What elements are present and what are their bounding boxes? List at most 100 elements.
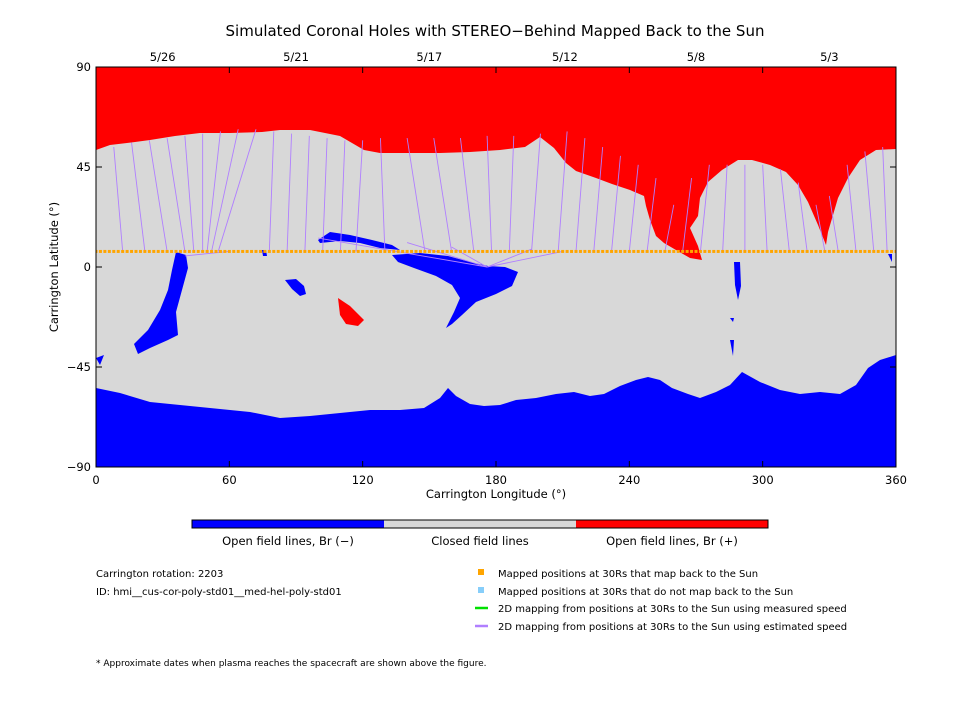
y-tick-label: −90 bbox=[67, 460, 91, 474]
mapping-line bbox=[459, 138, 475, 252]
mapped-point bbox=[565, 249, 569, 253]
mapped-point bbox=[387, 249, 391, 253]
mapped-point bbox=[107, 249, 111, 253]
mapping-line bbox=[508, 135, 515, 252]
model-id: ID: hmi__cus-cor-poly-std01__med-hel-pol… bbox=[96, 587, 342, 598]
mapped-point bbox=[703, 249, 707, 253]
north-positive-open-region bbox=[96, 67, 896, 260]
mapped-point bbox=[152, 249, 156, 253]
mapping-line bbox=[322, 138, 328, 252]
colorbar-frame bbox=[191, 519, 769, 529]
mapped-point bbox=[98, 249, 102, 253]
mapped-point bbox=[774, 249, 778, 253]
date-label: 5/26 bbox=[150, 50, 176, 64]
y-tick-label: 45 bbox=[76, 160, 91, 174]
mapped-point bbox=[716, 249, 720, 253]
mapping-line bbox=[828, 195, 839, 252]
date-label: 5/17 bbox=[416, 50, 442, 64]
carrington-rotation: Carrington rotation: 2203 bbox=[96, 569, 223, 580]
mapping-line bbox=[131, 142, 146, 252]
mapping-line bbox=[682, 178, 693, 252]
mapped-point bbox=[281, 249, 285, 253]
date-label: 5/8 bbox=[687, 50, 706, 64]
mapped-points bbox=[96, 249, 896, 253]
mapped-point bbox=[245, 249, 249, 253]
mapped-point bbox=[818, 249, 822, 253]
mapped-point bbox=[525, 249, 529, 253]
mapped-point bbox=[405, 249, 409, 253]
red-hole-small bbox=[338, 298, 364, 326]
mapped-point bbox=[583, 249, 587, 253]
mapped-point bbox=[645, 249, 649, 253]
mapping-line bbox=[646, 178, 657, 252]
mapped-point bbox=[183, 249, 187, 253]
mapped-point bbox=[858, 249, 862, 253]
mapping-line bbox=[531, 133, 541, 252]
mapped-point bbox=[312, 249, 316, 253]
mapped-point bbox=[605, 249, 609, 253]
mapping-line bbox=[379, 138, 386, 252]
blue-hole-arc bbox=[318, 232, 400, 250]
legend-mapped-label: Mapped positions at 30Rs that map back t… bbox=[498, 569, 758, 580]
mapped-point bbox=[543, 249, 547, 253]
mapped-point bbox=[894, 249, 896, 253]
legend-measured-label: 2D mapping from positions at 30Rs to the… bbox=[498, 604, 847, 615]
mapped-point bbox=[374, 249, 378, 253]
mapped-point bbox=[432, 249, 436, 253]
mapped-point bbox=[872, 249, 876, 253]
mapped-point bbox=[178, 249, 182, 253]
mapped-point bbox=[738, 249, 742, 253]
mapped-point bbox=[116, 249, 120, 253]
axis-ticks: 0 60 120 180 240 300 360 90 45 0 −45 −90 5/26 5/21 5/1… bbox=[67, 50, 907, 487]
mapped-point bbox=[196, 249, 200, 253]
mapped-point bbox=[547, 249, 551, 253]
mapping-line bbox=[268, 131, 275, 252]
y-tick-label: −45 bbox=[67, 360, 91, 374]
y-axis-label: Carrington Latitude (°) bbox=[47, 202, 61, 332]
mapping-line bbox=[797, 182, 808, 252]
mapped-point bbox=[454, 249, 458, 253]
mapped-point bbox=[632, 249, 636, 253]
mapped-point bbox=[232, 249, 236, 253]
x-tick-label: 60 bbox=[222, 473, 237, 487]
mapping-line bbox=[184, 135, 195, 252]
mapped-point bbox=[361, 249, 365, 253]
mapping-line bbox=[779, 169, 790, 252]
mapped-point bbox=[841, 249, 845, 253]
mapped-point bbox=[796, 249, 800, 253]
mapped-point bbox=[267, 249, 271, 253]
mapped-point bbox=[765, 249, 769, 253]
mapped-point bbox=[498, 249, 502, 253]
mapping-line bbox=[304, 135, 310, 252]
mapped-point bbox=[236, 249, 240, 253]
mapped-point bbox=[854, 249, 858, 253]
mapped-point bbox=[450, 249, 454, 253]
colorbar: Open field lines, Br (−) Closed field li… bbox=[191, 519, 769, 548]
mapped-point bbox=[867, 249, 871, 253]
mapped-point bbox=[761, 249, 765, 253]
mapped-point bbox=[263, 249, 267, 253]
mapped-point bbox=[258, 249, 262, 253]
mapped-point bbox=[698, 249, 702, 253]
mapped-point bbox=[276, 249, 280, 253]
mapped-point bbox=[685, 249, 689, 253]
mapping-line bbox=[487, 251, 563, 268]
mapped-point bbox=[481, 249, 485, 253]
south-negative-open-region bbox=[96, 355, 896, 467]
mapped-point bbox=[743, 249, 747, 253]
mapped-point bbox=[521, 249, 525, 253]
mapping-line bbox=[628, 164, 639, 252]
date-label: 5/21 bbox=[283, 50, 309, 64]
mapped-point bbox=[441, 249, 445, 253]
mapped-point bbox=[618, 249, 622, 253]
mapped-point bbox=[156, 249, 160, 253]
mapped-point bbox=[863, 249, 867, 253]
mapped-point bbox=[587, 249, 591, 253]
mapped-point bbox=[250, 249, 254, 253]
colorbar-positive bbox=[576, 520, 768, 528]
mapped-point bbox=[427, 249, 431, 253]
mapped-point bbox=[143, 249, 147, 253]
mapped-point bbox=[414, 249, 418, 253]
mapping-line bbox=[593, 146, 604, 252]
legend-unmapped-symbol bbox=[478, 587, 484, 593]
